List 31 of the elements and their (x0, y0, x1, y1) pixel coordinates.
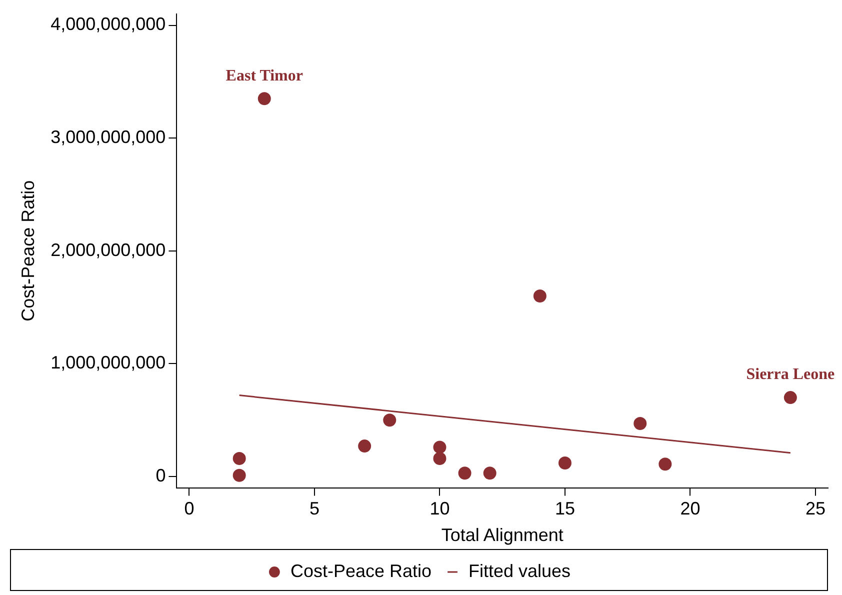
point (232, 452, 246, 465)
point (784, 391, 797, 404)
x-tick-label: 10 (430, 498, 450, 519)
legend-label: Fitted values (468, 560, 571, 581)
point (558, 456, 572, 470)
x-tick-label: 15 (554, 498, 575, 519)
point (458, 466, 472, 480)
point (258, 92, 271, 106)
point (658, 458, 672, 471)
point (383, 414, 396, 427)
annotation: East Timor (226, 68, 303, 85)
point (533, 290, 546, 303)
x-tick-label: 20 (680, 498, 700, 519)
point (483, 466, 496, 480)
y-tick-label: 4,000,000,000 (50, 14, 166, 34)
point (433, 452, 446, 465)
point (433, 440, 446, 454)
annotation: Sierra Leone (746, 366, 835, 384)
y-tick-label: 1,000,000,000 (50, 352, 166, 373)
point (232, 468, 246, 482)
x-tick-label: 5 (309, 498, 320, 519)
y-axis-title: Cost-Peace Ratio (18, 180, 38, 322)
legend-label: Cost-Peace Ratio (290, 560, 432, 581)
y-tick-label: 3,000,000,000 (50, 127, 166, 148)
x-tick-label: 0 (184, 498, 194, 519)
point (634, 417, 647, 430)
y-tick-label: 2,000,000,000 (50, 240, 166, 260)
x-axis-title: Total Alignment (441, 525, 564, 546)
point (358, 440, 372, 453)
x-tick-label: 25 (805, 498, 826, 519)
y-tick-label: 0 (156, 465, 166, 486)
